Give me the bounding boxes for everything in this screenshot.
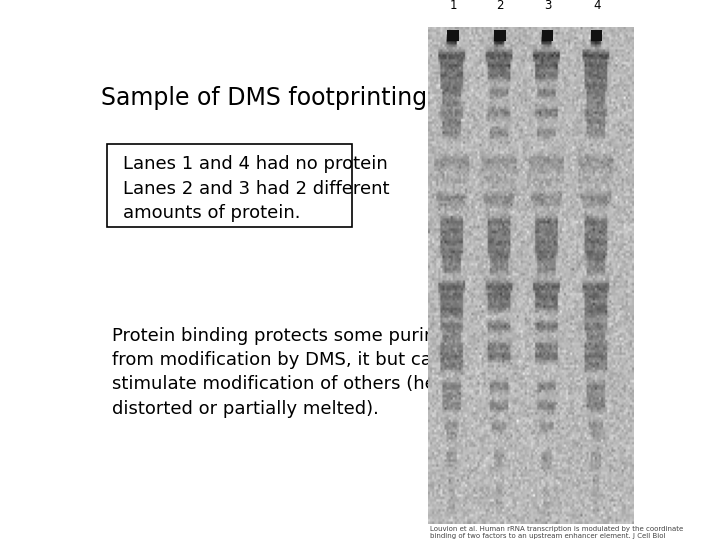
Text: 3: 3 [544, 0, 551, 12]
FancyBboxPatch shape [107, 144, 352, 227]
Text: Lanes 1 and 4 had no protein
Lanes 2 and 3 had 2 different
amounts of protein.: Lanes 1 and 4 had no protein Lanes 2 and… [124, 156, 390, 222]
Text: 2: 2 [497, 0, 504, 12]
Bar [541, 30, 553, 41]
Text: 4: 4 [593, 0, 600, 12]
Bar [495, 30, 506, 41]
Text: Sample of DMS footprinting.: Sample of DMS footprinting. [101, 85, 435, 110]
Text: Protein binding protects some purines
from modification by DMS, it but can
stimu: Protein binding protects some purines fr… [112, 327, 457, 417]
Bar [591, 30, 603, 41]
Text: 1: 1 [449, 0, 456, 12]
Text: *: * [595, 183, 608, 211]
Text: *: * [595, 377, 608, 406]
Bar [447, 30, 459, 41]
Text: Louvion et al. Human rRNA transcription is modulated by the coordinate
binding o: Louvion et al. Human rRNA transcription … [431, 526, 684, 540]
